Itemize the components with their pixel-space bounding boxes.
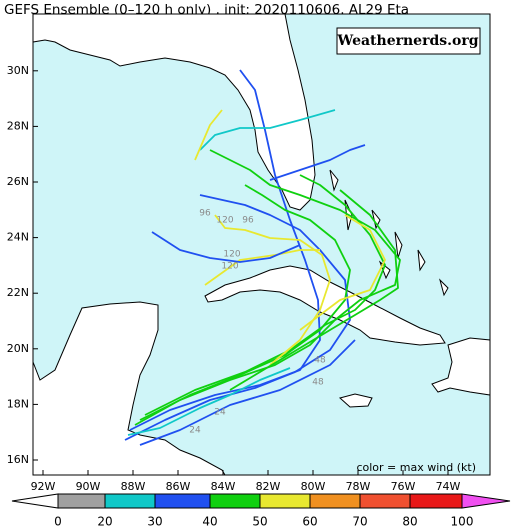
lon-label: 92W [31,480,56,493]
hour-label: 120 [216,216,233,226]
lon-label: 84W [211,480,236,493]
colorbar-segment [409,493,463,509]
track [127,367,291,436]
colorbar-segment [461,493,511,509]
hour-label: 24 [214,408,226,418]
colorbar-label: 80 [402,515,417,529]
colorbar-label: 60 [302,515,317,529]
colorbar-label: 20 [97,515,112,529]
colorbar-label: 100 [451,515,474,529]
colorbar-label: 0 [54,515,62,529]
hour-label: 24 [189,426,201,436]
lat-label: 20N [7,342,29,355]
lon-label: 74W [436,480,461,493]
hour-labels: 96 120 96 120 120 24 24 48 48 [189,209,326,436]
colorbar-segment [359,493,411,509]
colorbar-segment [309,493,361,509]
track [139,184,351,421]
lon-label: 80W [301,480,326,493]
track [229,189,399,391]
lon-label: 82W [256,480,281,493]
hour-label: 48 [312,378,324,388]
colorbar-segment [209,493,261,509]
lon-label: 78W [346,480,371,493]
land-cuba [204,265,446,346]
lon-label: 76W [391,480,416,493]
legend-caption: color = max wind (kt) [356,461,476,474]
lat-label: 30N [7,64,29,77]
lon-label: 88W [121,480,146,493]
track [194,109,223,161]
track [139,339,356,446]
map-area: 96 120 96 120 120 24 24 48 48 Weathernerds.org c… [32,13,491,476]
hour-label: 120 [223,250,240,260]
axes: 16N 18N 20N 22N 24N 26N 28N 30N 92W 90W 88W 86W 84W 8… [7,64,461,493]
lat-label: 22N [7,286,29,299]
hour-label: 48 [314,356,326,366]
colorbar-segment [154,493,211,509]
track [129,69,321,431]
colorbar-label: 70 [352,515,367,529]
track [299,214,386,331]
hour-label: 96 [242,216,254,226]
lon-label: 90W [76,480,101,493]
land-hispaniola [431,337,491,396]
colorbar-segment [57,493,106,509]
colorbar-label: 40 [202,515,217,529]
watermark-box [336,27,481,55]
track [151,231,301,263]
land-jamaica [338,393,373,408]
land-mexico [32,301,226,476]
lat-label: 18N [7,397,29,410]
track [199,109,336,151]
map-frame [32,13,491,476]
colorbar-segment [11,493,59,509]
track [269,144,366,181]
lat-label: 24N [7,231,29,244]
lat-label: 26N [7,175,29,188]
land-bahamas [329,169,449,297]
colorbar-label: 30 [147,515,162,529]
tracks [124,69,401,446]
colorbar: 0 20 30 40 50 60 70 80 100 [11,493,511,529]
track [144,174,386,416]
watermark: Weathernerds.org [337,33,479,49]
lat-label: 28N [7,119,29,132]
hour-label: 96 [199,209,211,219]
colorbar-segment [259,493,311,509]
lat-label: 16N [7,453,29,466]
hour-label: 120 [221,262,238,272]
lon-label: 86W [166,480,191,493]
track [214,214,331,366]
track [124,194,351,441]
colorbar-segment [104,493,156,509]
colorbar-label: 50 [252,515,267,529]
land-usa [32,13,316,211]
